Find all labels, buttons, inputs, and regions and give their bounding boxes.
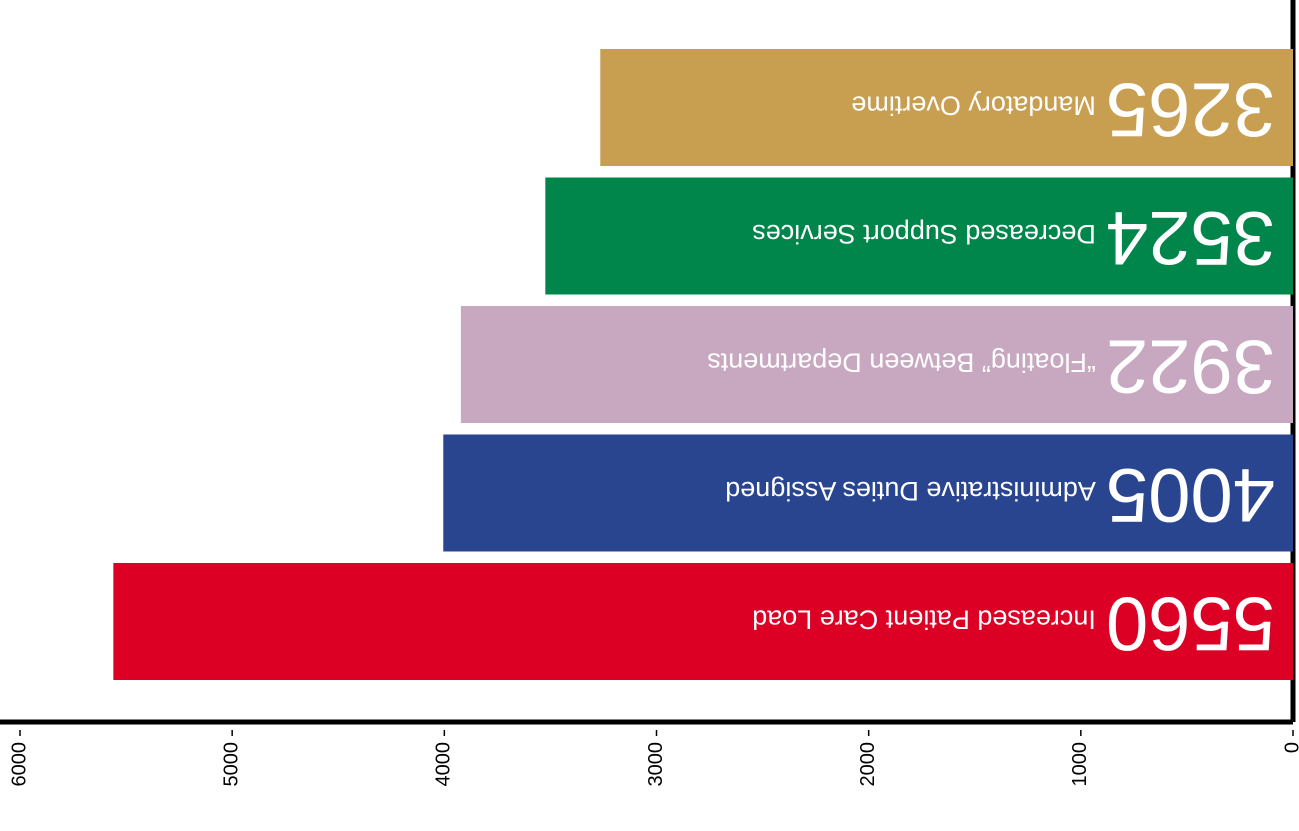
category-label: “Floating” Between Departments [707, 347, 1096, 377]
value-label: 3922 [1106, 323, 1275, 408]
bar [443, 434, 1293, 552]
category-label: Administrative Duties Assigned [725, 476, 1096, 506]
x-tick-label: 3000 [645, 742, 667, 787]
category-label: Mandatory Overtime [851, 90, 1096, 120]
plot: 0 1000 2000 3000 4000 5000 6000 5560 Increased P… [0, 0, 1299, 787]
category-label: Increased Patient Care Load [752, 604, 1096, 634]
value-label: 4005 [1106, 452, 1275, 537]
bar [460, 306, 1293, 423]
x-tick-label: 5000 [220, 742, 242, 787]
bar [600, 49, 1293, 166]
category-label: Decreased Support Services [752, 219, 1096, 249]
value-label: 3265 [1106, 66, 1275, 151]
x-tick-label: 4000 [433, 742, 455, 787]
value-label: 5560 [1106, 580, 1275, 665]
x-tick-label: 6000 [8, 742, 30, 787]
value-label: 3524 [1106, 195, 1275, 280]
bar [545, 177, 1293, 295]
x-tick-label: 2000 [857, 742, 879, 787]
x-tick-label: 1000 [1069, 742, 1091, 787]
bar [113, 563, 1293, 680]
x-tick-label: 0 [1281, 742, 1299, 753]
